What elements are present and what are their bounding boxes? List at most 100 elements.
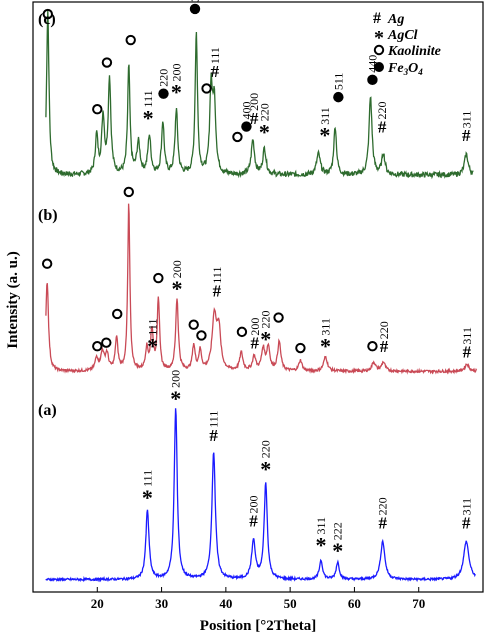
- kaolinite-ring-icon: [123, 186, 134, 198]
- ag-hash-icon: #: [213, 282, 222, 301]
- kaolinite-ring-icon: [201, 83, 212, 94]
- miller-index-label: 200: [169, 64, 183, 82]
- miller-index-label: 311: [314, 517, 328, 535]
- ag-hash-icon: #: [378, 118, 387, 137]
- miller-index-label: 311: [188, 0, 202, 2]
- x-tick-label: 70: [412, 596, 425, 611]
- kaolinite-ring-icon: [42, 8, 53, 20]
- agcl-star-icon: *: [319, 123, 330, 148]
- ag-hash-icon: #: [250, 109, 259, 128]
- miller-index-label: 220: [376, 497, 390, 515]
- x-tick-label: 60: [348, 596, 361, 611]
- legend-fe3o4-fe: Fe: [387, 61, 404, 76]
- kaolinite-ring-icon: [125, 34, 136, 46]
- kaolinite-ring-icon: [101, 57, 113, 68]
- miller-index-label: 311: [319, 318, 333, 336]
- kaolinite-ring-icon: [153, 272, 164, 284]
- pattern-line: [45, 203, 478, 375]
- miller-index-label: 220: [259, 310, 273, 328]
- x-tick-label: 50: [284, 596, 297, 611]
- miller-index-label: 220: [257, 103, 271, 121]
- panel-label: (b): [38, 207, 58, 224]
- fe3o4-dot-icon: [241, 121, 252, 132]
- miller-index-label: 111: [208, 47, 222, 64]
- miller-index-label: 111: [146, 319, 160, 336]
- agcl-star-icon: *: [332, 538, 343, 563]
- miller-index-label: 311: [459, 498, 473, 516]
- ag-hash-icon: #: [462, 126, 471, 145]
- legend-label-agcl: AgCl: [387, 28, 418, 43]
- ag-hash-icon: #: [209, 426, 218, 445]
- miller-index-label: 111: [210, 267, 224, 284]
- miller-index-label: 440: [365, 55, 379, 73]
- miller-index-label: 511: [331, 73, 345, 91]
- fe3o4-dot-icon: [333, 91, 344, 103]
- fe3o4-dot-icon: [367, 74, 378, 86]
- fe3o4-dot-icon: [158, 88, 169, 99]
- agcl-star-icon: *: [316, 532, 327, 557]
- agcl-star-icon: *: [142, 485, 153, 510]
- ag-hash-icon: #: [249, 512, 258, 531]
- pattern-line: [45, 10, 474, 180]
- miller-index-label: 200: [247, 93, 261, 111]
- miller-index-label: 200: [170, 260, 184, 278]
- fe3o4-dot-icon: [189, 3, 201, 15]
- legend-ring-icon: [373, 44, 385, 56]
- kaolinite-ring-icon: [112, 308, 123, 320]
- agcl-star-icon: *: [143, 105, 154, 130]
- miller-index-label: 220: [377, 321, 391, 339]
- legend-label-kaolinite: Kaolinite: [387, 44, 441, 59]
- miller-index-label: 222: [331, 522, 345, 540]
- miller-index-label: 311: [460, 327, 474, 345]
- panels: (c)*111220*200311#111400#200*220*3115114…: [38, 0, 478, 583]
- agcl-star-icon: *: [172, 276, 183, 301]
- x-tick-label: 30: [155, 596, 168, 611]
- panel-c: (c)*111220*200311#111400#200*220*3115114…: [38, 0, 474, 180]
- pattern-line: [45, 408, 476, 583]
- miller-index-label: 111: [207, 411, 221, 428]
- panel-label: (c): [38, 11, 56, 28]
- kaolinite-ring-icon: [236, 326, 248, 338]
- miller-index-label: 200: [169, 370, 183, 388]
- miller-index-label: 200: [248, 318, 262, 336]
- legend-label-fe3o4: Fe3O4: [387, 61, 423, 77]
- x-axis: 20 30 40 50 60 70: [91, 587, 425, 611]
- agcl-star-icon: *: [260, 456, 271, 481]
- miller-index-label: 220: [375, 102, 389, 120]
- miller-index-label: 220: [156, 69, 170, 87]
- legend: # Ag * AgCl Kaolinite Fe3O4: [373, 10, 441, 77]
- x-tick-label: 20: [91, 596, 104, 611]
- panel-b: (b)*111*200#111#200*220*311#220#311: [38, 186, 478, 375]
- kaolinite-ring-icon: [92, 104, 103, 115]
- ag-hash-icon: #: [211, 62, 220, 81]
- legend-fe3o4-o: O: [408, 61, 418, 76]
- kaolinite-ring-icon: [273, 312, 284, 323]
- miller-index-label: 220: [259, 440, 273, 458]
- legend-label-ag: Ag: [387, 12, 404, 27]
- legend-symbol-agcl: *: [374, 27, 384, 49]
- panel-label: (a): [38, 402, 57, 419]
- legend-dot-icon: [374, 62, 384, 72]
- agcl-star-icon: *: [147, 334, 158, 359]
- ag-hash-icon: #: [463, 343, 472, 362]
- ag-hash-icon: #: [462, 513, 471, 532]
- agcl-star-icon: *: [170, 386, 181, 411]
- kaolinite-ring-icon: [196, 330, 207, 341]
- miller-index-label: 311: [318, 107, 332, 125]
- miller-index-label: 111: [141, 90, 155, 107]
- kaolinite-ring-icon: [367, 341, 378, 352]
- agcl-star-icon: *: [259, 119, 270, 144]
- legend-fe3o4-sub3: 3: [403, 67, 409, 77]
- ag-hash-icon: #: [380, 337, 389, 356]
- agcl-star-icon: *: [260, 326, 271, 351]
- miller-index-label: 311: [459, 111, 473, 129]
- miller-index-label: 200: [247, 496, 261, 514]
- miller-index-label: 111: [140, 470, 154, 487]
- panel-a: (a)*111*200#111#200*220*311*222 #220#311: [38, 370, 476, 583]
- kaolinite-ring-icon: [92, 341, 103, 352]
- ag-hash-icon: #: [251, 334, 260, 353]
- y-axis-label: Intensity (a. u.): [5, 251, 21, 349]
- ag-hash-icon: #: [378, 513, 387, 532]
- kaolinite-ring-icon: [41, 258, 53, 269]
